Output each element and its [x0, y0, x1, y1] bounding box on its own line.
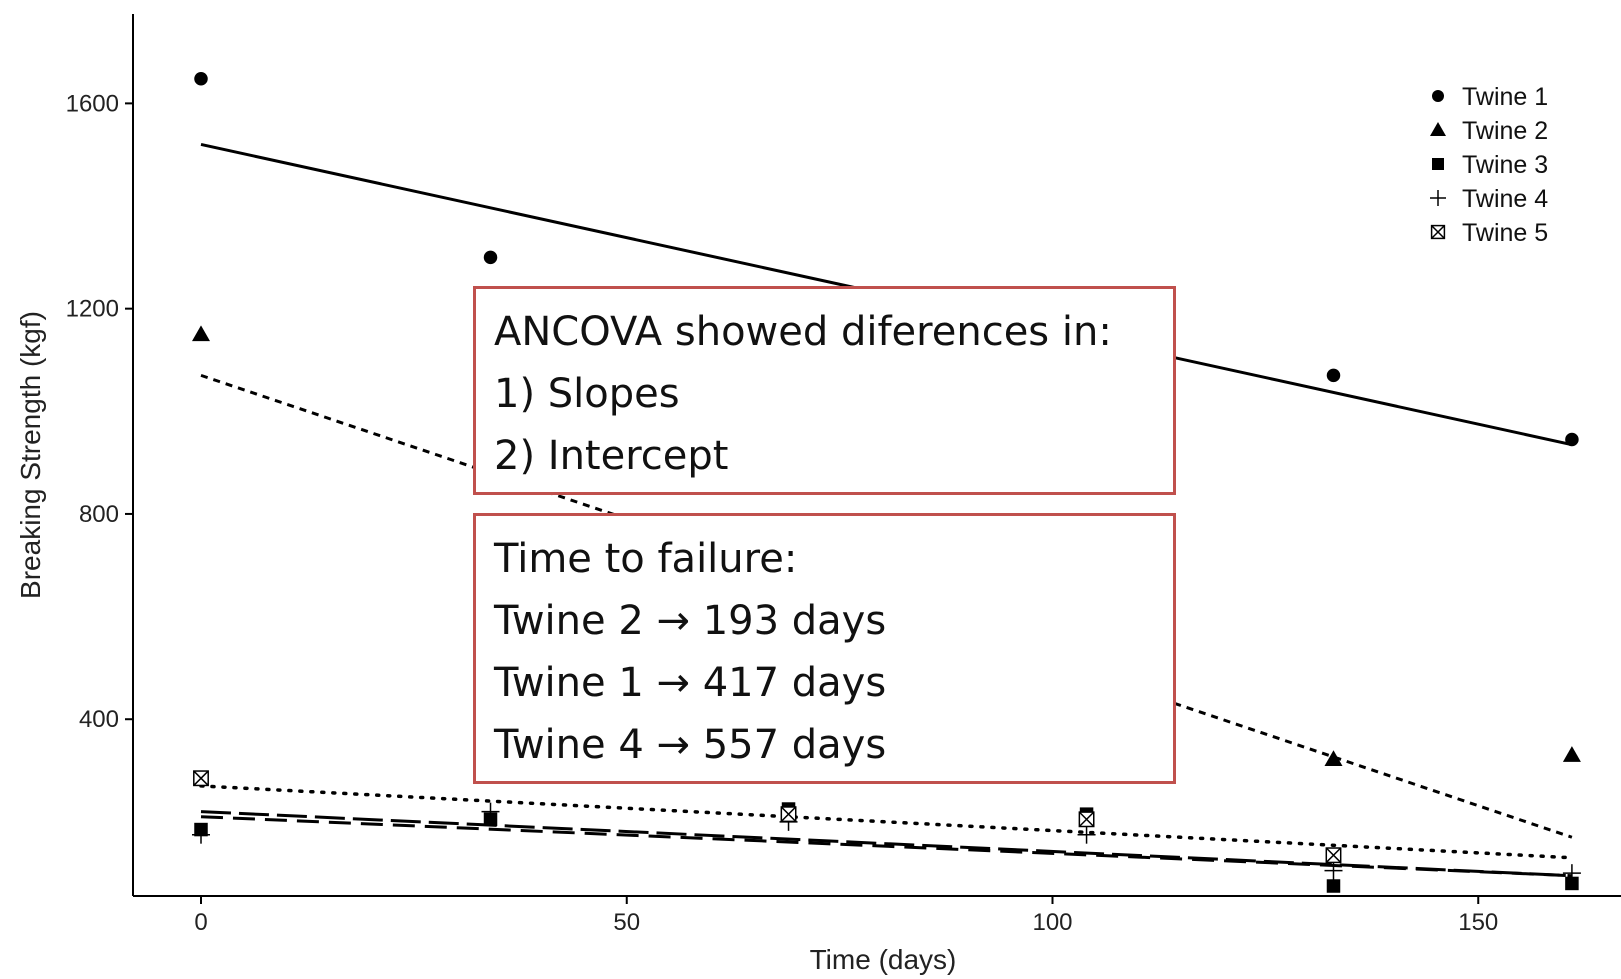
point-twine-1	[483, 250, 498, 265]
failure-line-3: Twine 1 → 417 days	[494, 660, 887, 706]
legend-label-twine-1: Twine 1	[1462, 83, 1548, 111]
point-twine-1	[1326, 368, 1341, 383]
failure-line-2: Twine 2 → 193 days	[494, 598, 887, 644]
point-twine-4	[1562, 864, 1581, 883]
legend-key-twine-3	[1432, 158, 1444, 170]
y-axis-title: Breaking Strength (kgf)	[15, 311, 46, 599]
point-twine-5	[193, 770, 209, 787]
legend-label-twine-3: Twine 3	[1462, 151, 1548, 179]
point-twine-5-shape	[1325, 847, 1342, 863]
point-twine-5	[1325, 847, 1342, 864]
ancova-annotation-box: ANCOVA showed diferences in: 1) Slopes 2…	[473, 286, 1176, 495]
fit-line-twine-4	[200, 810, 1572, 878]
data-points	[192, 71, 1581, 893]
x-tick-label: 150	[1458, 909, 1498, 936]
point-twine-2-shape	[192, 325, 210, 342]
fit-line-twine-3	[200, 815, 1572, 878]
point-twine-1-shape	[194, 71, 208, 86]
y-tick-label: 800	[79, 501, 119, 528]
point-twine-3-shape	[1326, 879, 1341, 893]
x-axis-title: Time (days)	[810, 944, 957, 975]
point-twine-5-shape	[193, 770, 209, 786]
fit-line-twine-5	[199, 784, 1574, 860]
point-twine-5	[780, 806, 797, 823]
legend-key-twine-1-shape	[1432, 90, 1444, 102]
ancova-line-1: ANCOVA showed diferences in:	[494, 309, 1112, 355]
ancova-line-2: 1) Slopes	[494, 371, 680, 417]
point-twine-1	[1565, 432, 1579, 447]
point-twine-2	[1562, 746, 1581, 762]
point-twine-1-shape	[483, 250, 498, 265]
legend-key-twine-2	[1430, 122, 1446, 136]
point-twine-3	[1326, 879, 1341, 893]
point-twine-4	[1077, 825, 1096, 844]
ancova-line-3: 2) Intercept	[494, 433, 729, 479]
x-tick-label: 50	[613, 909, 640, 936]
axes: 0 50 100 150 400 800 1200 1600 Time (days) Breaki…	[15, 14, 1621, 975]
legend-label-twine-4: Twine 4	[1462, 185, 1548, 213]
time-to-failure-box: Time to failure: Twine 2 → 193 days Twin…	[473, 513, 1176, 784]
point-twine-5	[1078, 811, 1095, 828]
point-twine-3-shape	[1565, 876, 1579, 891]
legend-key-twine-3-shape	[1432, 158, 1444, 170]
point-twine-1-shape	[1326, 368, 1341, 383]
x-tick-label: 100	[1032, 909, 1072, 936]
x-tick-label: 0	[194, 909, 207, 936]
point-twine-4	[192, 825, 210, 844]
point-twine-2-shape	[1562, 746, 1581, 762]
legend-key-twine-1	[1432, 90, 1444, 102]
legend: Twine 1 Twine 2 Twine 3 Twine 4 Twine 5	[1430, 83, 1548, 247]
point-twine-1-shape	[1565, 432, 1579, 447]
legend-label-twine-5: Twine 5	[1462, 219, 1548, 247]
y-tick-label: 1600	[66, 90, 119, 117]
point-twine-4	[481, 802, 500, 821]
point-twine-2	[1324, 750, 1343, 766]
point-twine-5-shape	[1078, 811, 1095, 828]
point-twine-2	[192, 325, 210, 342]
point-twine-4	[1324, 861, 1343, 880]
point-twine-1	[194, 71, 208, 86]
y-tick-label: 1200	[66, 296, 119, 323]
y-tick-label: 400	[79, 706, 119, 733]
point-twine-5-shape	[780, 806, 797, 822]
legend-key-twine-5-shape	[1431, 225, 1445, 239]
legend-label-twine-2: Twine 2	[1462, 117, 1548, 145]
point-twine-2-shape	[1324, 750, 1343, 766]
failure-line-1: Time to failure:	[494, 536, 798, 582]
failure-line-4: Twine 4 → 557 days	[494, 722, 887, 768]
legend-key-twine-4	[1430, 190, 1446, 206]
legend-key-twine-2-shape	[1430, 122, 1446, 136]
point-twine-3	[1565, 876, 1579, 891]
legend-key-twine-5	[1430, 224, 1446, 240]
